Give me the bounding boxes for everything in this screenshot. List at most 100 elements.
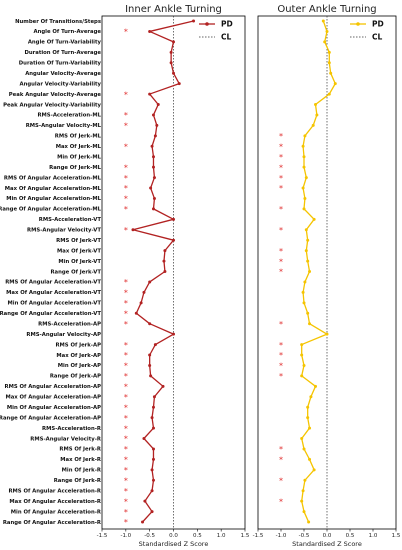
data-point bbox=[300, 499, 304, 503]
significance-marker: * bbox=[124, 466, 128, 475]
data-point bbox=[302, 155, 306, 159]
significance-marker: * bbox=[124, 445, 128, 454]
data-point bbox=[131, 228, 135, 232]
row-label: Min Of Angular Acceleration-ML bbox=[6, 196, 101, 202]
data-point bbox=[134, 311, 138, 315]
series-line bbox=[132, 20, 194, 523]
data-point bbox=[152, 395, 156, 399]
significance-marker: * bbox=[124, 278, 128, 287]
row-label: Max Of Jerk-ML bbox=[56, 144, 102, 150]
significance-marker: * bbox=[124, 487, 128, 496]
data-point bbox=[163, 249, 167, 253]
row-label: Min Of Angular Acceleration-VT bbox=[8, 301, 102, 307]
row-label: RMS Of Jerk-R bbox=[59, 447, 101, 453]
significance-marker: * bbox=[124, 205, 128, 214]
data-point bbox=[151, 478, 155, 482]
data-point bbox=[163, 270, 167, 273]
data-point bbox=[302, 165, 306, 169]
data-point bbox=[304, 228, 308, 232]
significance-marker: * bbox=[279, 163, 283, 172]
data-point bbox=[314, 384, 317, 388]
data-point bbox=[306, 259, 310, 263]
row-label: Min Of Angular Acceleration-R bbox=[11, 509, 101, 515]
row-label: Angle Of Turn-Average bbox=[34, 29, 102, 35]
x-tick-label: -1.0 bbox=[120, 533, 131, 539]
data-point bbox=[152, 196, 156, 200]
row-label: Min Of Jerk-ML bbox=[57, 154, 102, 160]
data-point bbox=[314, 103, 317, 106]
row-label: RMS-Acceleration-ML bbox=[37, 113, 101, 119]
row-label: Max Of Angular Acceleration-AP bbox=[5, 395, 101, 401]
data-point bbox=[303, 134, 307, 138]
data-point bbox=[156, 103, 160, 106]
significance-marker: * bbox=[124, 111, 128, 120]
significance-marker: * bbox=[279, 341, 283, 350]
data-point bbox=[325, 29, 329, 33]
x-tick-label: 0.5 bbox=[346, 533, 355, 539]
data-point bbox=[306, 311, 310, 315]
legend-reference-label: CL bbox=[221, 33, 232, 42]
series-line bbox=[301, 20, 336, 523]
significance-marker: * bbox=[279, 142, 283, 151]
data-point bbox=[150, 489, 154, 493]
row-label: RMS-Acceleration-R bbox=[42, 426, 101, 432]
row-label: Range Of Angular Acceleration-R bbox=[3, 520, 101, 526]
data-point bbox=[172, 71, 175, 75]
row-label: RMS-Angular Velocity-ML bbox=[26, 123, 102, 129]
data-point bbox=[169, 61, 173, 65]
significance-marker: * bbox=[279, 351, 283, 360]
panel-1 bbox=[257, 15, 397, 532]
data-point bbox=[148, 280, 152, 284]
row-label: Range Of Jerk-AP bbox=[50, 374, 101, 380]
row-label: Angle Of Turn-Variability bbox=[28, 40, 102, 46]
row-label: RMS Of Angular Acceleration-ML bbox=[4, 175, 102, 181]
data-point bbox=[151, 447, 155, 451]
data-point bbox=[172, 238, 175, 242]
data-point bbox=[151, 405, 155, 409]
data-point bbox=[161, 384, 165, 388]
significance-marker: * bbox=[279, 268, 283, 277]
panel-title: Outer Ankle Turning bbox=[277, 4, 376, 15]
data-point bbox=[325, 332, 329, 336]
row-label: Max Of Angular Acceleration-VT bbox=[6, 290, 101, 296]
data-point bbox=[151, 426, 155, 430]
x-tick-label: -0.5 bbox=[144, 533, 155, 539]
row-label: Peak Angular Velocity-Variability bbox=[3, 102, 101, 108]
data-point bbox=[149, 374, 153, 378]
significance-marker: * bbox=[124, 195, 128, 204]
data-point bbox=[304, 176, 308, 180]
x-tick-label: 1.0 bbox=[369, 533, 378, 539]
significance-marker: * bbox=[279, 205, 283, 214]
significance-marker: * bbox=[124, 383, 128, 392]
significance-marker: * bbox=[279, 372, 283, 381]
row-label: Angular Velocity-Variability bbox=[20, 81, 102, 87]
data-point bbox=[148, 322, 152, 326]
significance-marker: * bbox=[124, 174, 128, 183]
data-point bbox=[333, 82, 337, 86]
row-label: Range Of Angular Acceleration-ML bbox=[0, 207, 102, 213]
row-label: Number Of Transitions/Steps bbox=[15, 19, 101, 25]
data-point bbox=[150, 510, 154, 514]
significance-marker: * bbox=[124, 142, 128, 151]
row-label: RMS-Angular Velocity-VT bbox=[27, 228, 101, 234]
data-point bbox=[327, 92, 331, 96]
data-point bbox=[300, 343, 304, 347]
significance-marker: * bbox=[279, 497, 283, 506]
row-label: Min Of Angular Acceleration-AP bbox=[7, 405, 101, 411]
data-point bbox=[142, 437, 146, 440]
data-point bbox=[192, 19, 196, 23]
data-point bbox=[148, 353, 152, 357]
data-point bbox=[309, 395, 313, 399]
panel-0 bbox=[101, 15, 246, 532]
row-label: RMS Of Angular Acceleration-VT bbox=[5, 280, 101, 286]
data-point bbox=[308, 457, 312, 461]
row-label: Range Of Jerk-ML bbox=[49, 165, 101, 171]
data-point bbox=[149, 186, 153, 190]
significance-marker: * bbox=[279, 132, 283, 141]
significance-marker: * bbox=[124, 226, 128, 235]
data-point bbox=[301, 144, 305, 148]
data-point bbox=[151, 155, 155, 159]
data-point bbox=[307, 520, 311, 524]
significance-marker: * bbox=[124, 351, 128, 360]
significance-marker: * bbox=[124, 435, 128, 444]
